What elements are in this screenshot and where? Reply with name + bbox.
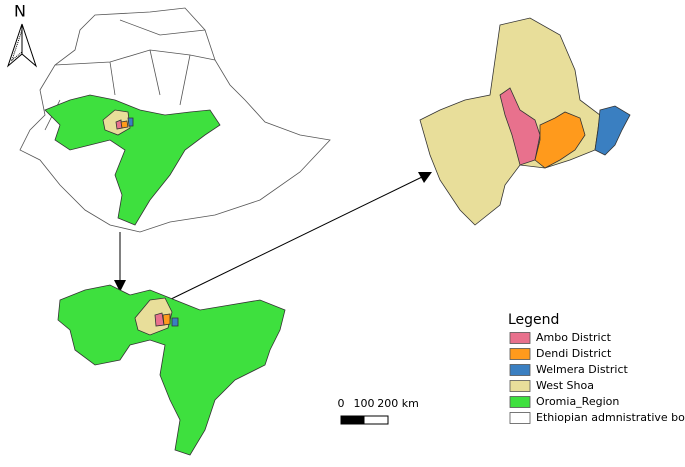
- legend-title: Legend: [508, 312, 559, 328]
- north-label: N: [14, 2, 26, 21]
- legend-label: Dendi District: [536, 347, 612, 360]
- west-shoa-map: [419, 17, 631, 226]
- legend-label: Ambo District: [536, 331, 612, 344]
- oromia-map: [57, 284, 286, 456]
- legend-label: Welmera District: [536, 363, 628, 376]
- legend-label: West Shoa: [536, 379, 594, 392]
- legend-swatch: [509, 396, 531, 408]
- legend-swatch: [509, 380, 531, 392]
- legend: Legend Ambo District Dendi District Welmer…: [508, 312, 685, 424]
- legend-swatch: [509, 332, 531, 344]
- ethiopia-map: [19, 7, 331, 233]
- arrowhead: [418, 172, 432, 183]
- legend-label: Oromia_Region: [536, 395, 619, 408]
- scale-label: 100: [354, 397, 375, 410]
- north-arrow: N: [6, 2, 38, 68]
- legend-swatch: [509, 348, 531, 360]
- legend-swatch: [509, 412, 531, 424]
- scale-bar: 0 100 200 km: [338, 397, 419, 425]
- scale-label: 0: [338, 397, 345, 410]
- legend-label: Ethiopian admnistrative boundary: [536, 411, 685, 424]
- arrowhead: [114, 280, 126, 292]
- scale-label: 200 km: [377, 397, 419, 410]
- arrow-line: [164, 176, 423, 303]
- legend-swatch: [509, 364, 531, 376]
